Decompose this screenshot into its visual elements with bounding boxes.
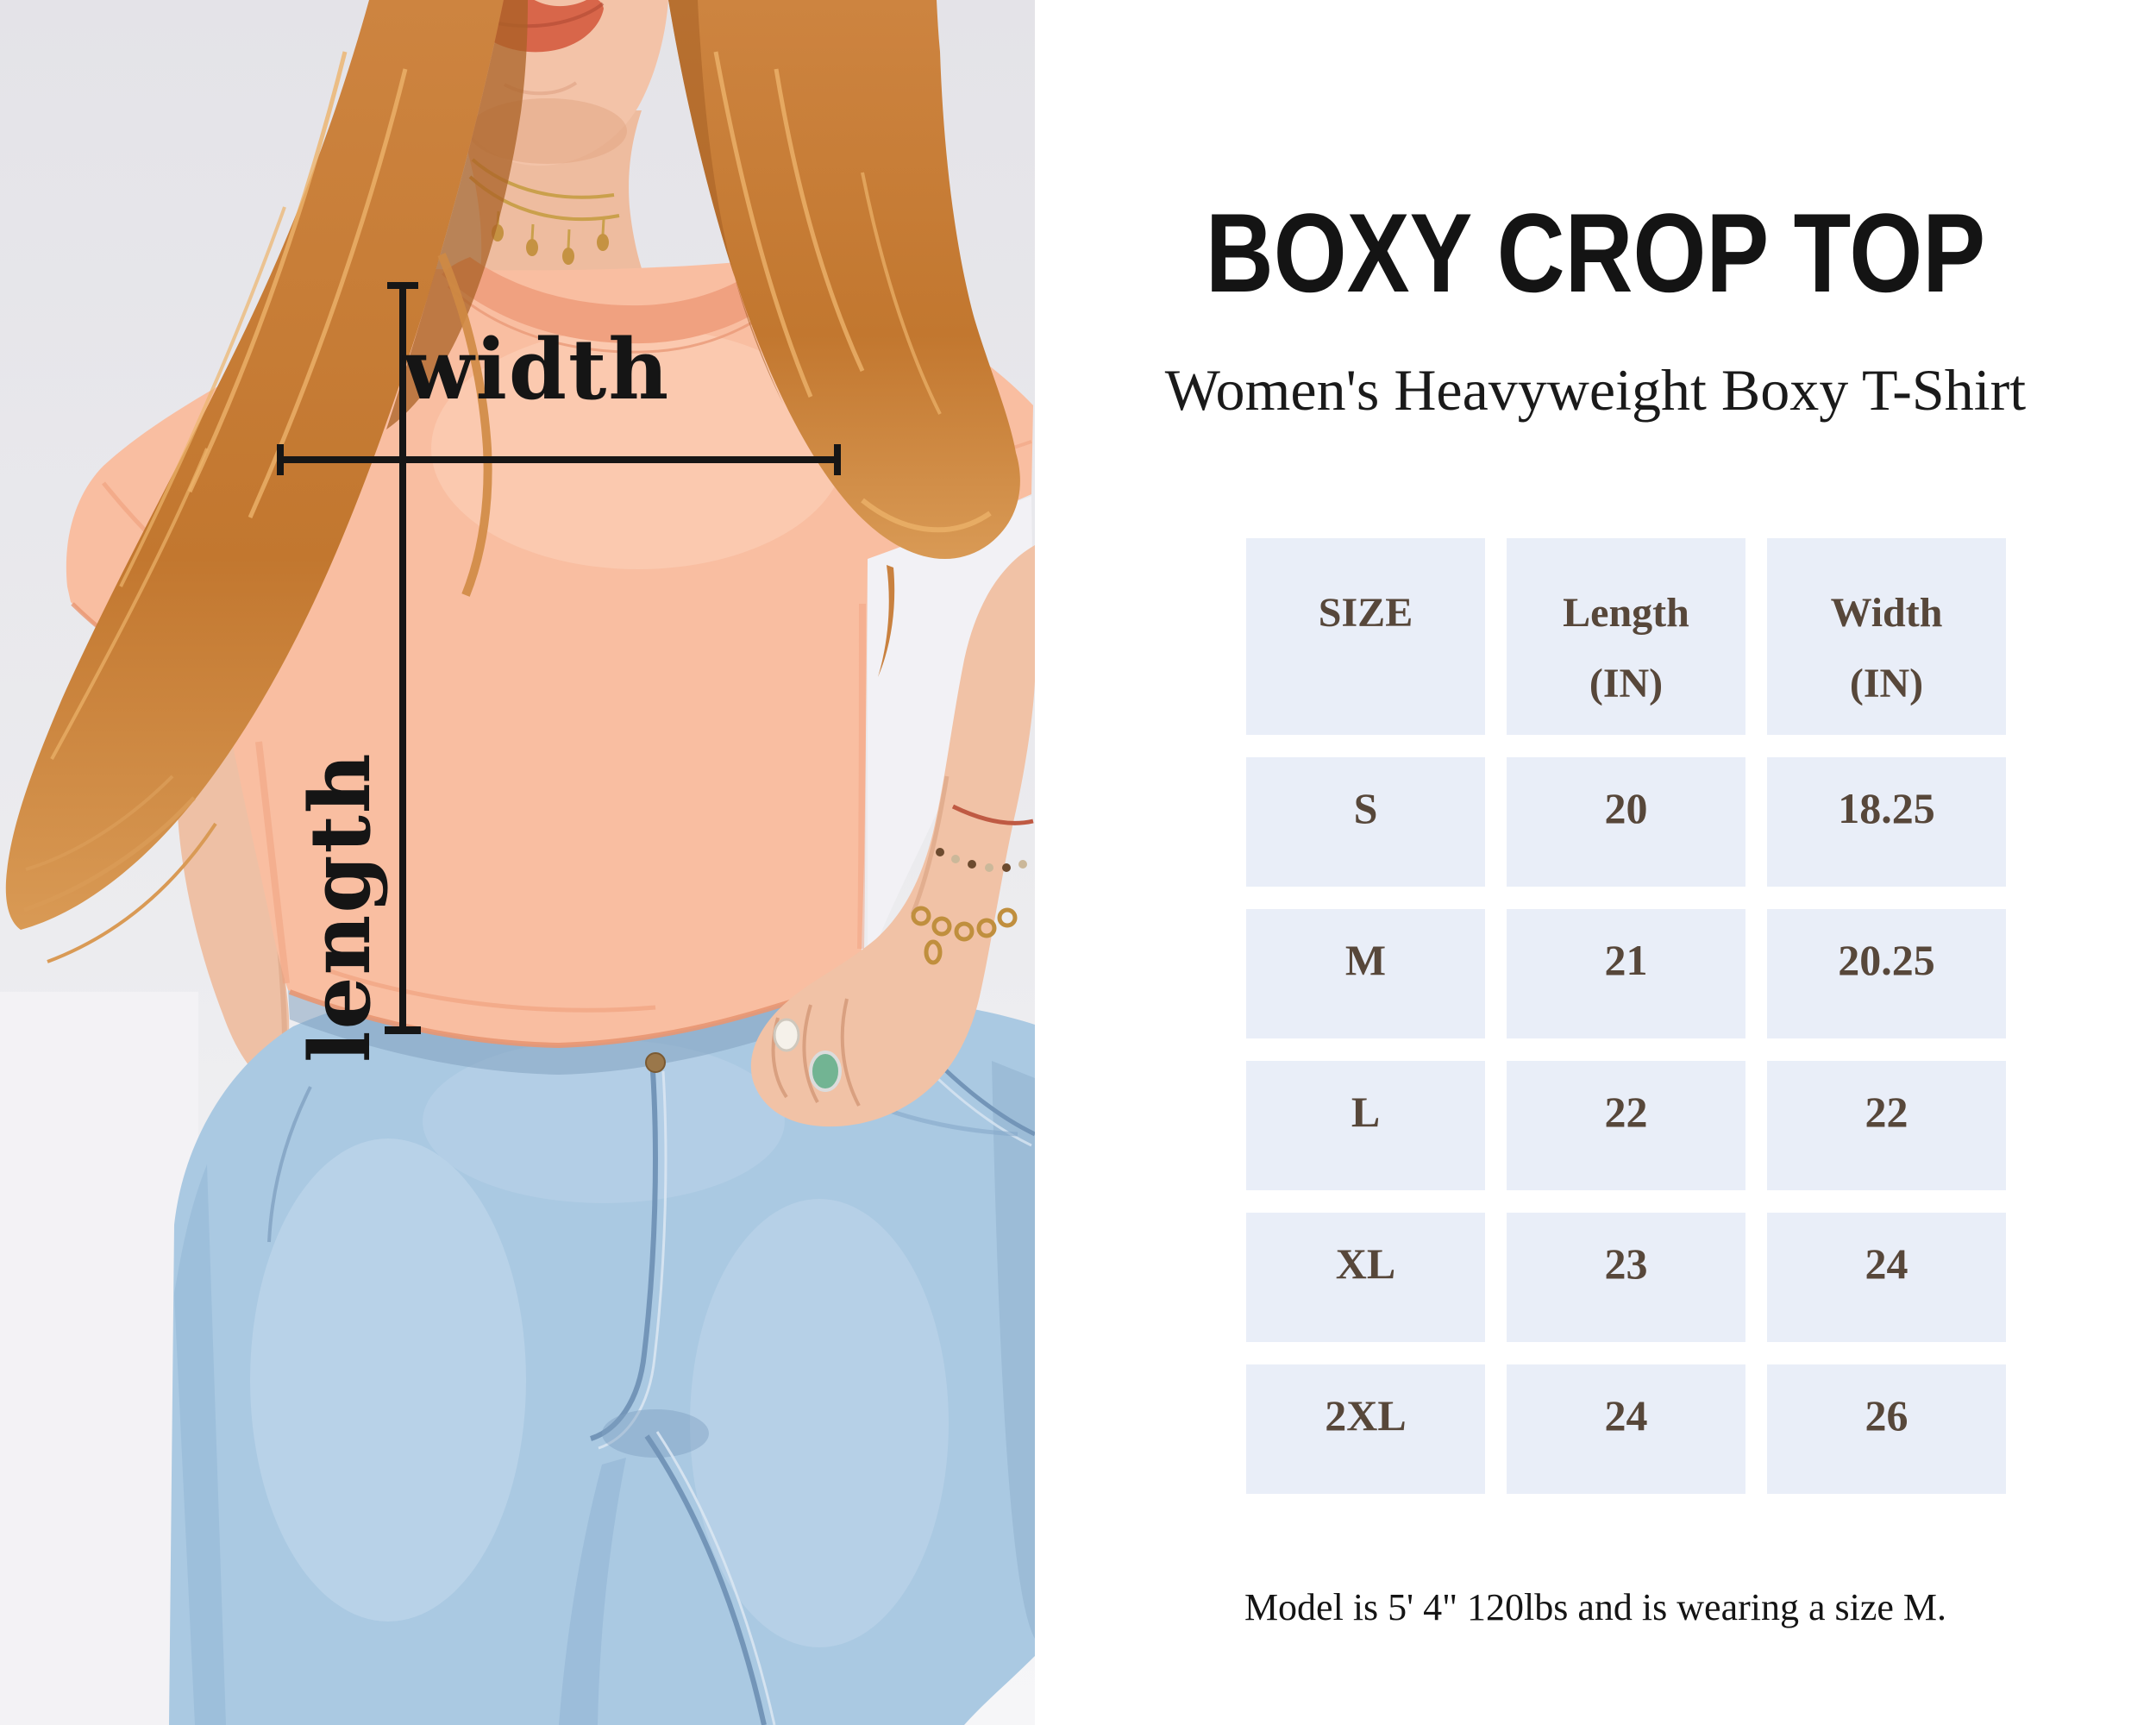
width-label: width xyxy=(402,321,670,418)
wall-left xyxy=(0,992,198,1725)
column-unit: (IN) xyxy=(1589,660,1664,706)
table-cell-size: M xyxy=(1246,909,1485,1038)
length-measure-line xyxy=(385,282,421,1034)
column-unit: (IN) xyxy=(1849,660,1924,706)
rings xyxy=(773,1018,842,1092)
jeans xyxy=(169,976,1035,1725)
model-photo: width length xyxy=(0,0,1035,1725)
model-illustration: width length xyxy=(0,0,1035,1725)
table-cell-width: 26 xyxy=(1767,1364,2006,1494)
measurement-annotations: width length xyxy=(277,282,841,1063)
table-cell-length: 20 xyxy=(1507,757,1745,887)
model-note: Model is 5' 4" 120lbs and is wearing a s… xyxy=(1244,1586,1947,1628)
page-title: BOXY CROP TOP xyxy=(1205,190,1986,316)
table-cell-width: 22 xyxy=(1767,1061,2006,1190)
table-cell-width: 18.25 xyxy=(1767,757,2006,887)
hair xyxy=(5,0,1020,963)
column-header-width: Width (IN) xyxy=(1767,538,2006,735)
column-label: SIZE xyxy=(1318,590,1413,636)
bracelets xyxy=(911,804,1034,965)
table-cell-width: 20.25 xyxy=(1767,909,2006,1038)
table-cell-size: 2XL xyxy=(1246,1364,1485,1494)
column-label: Length xyxy=(1563,590,1689,636)
info-panel: BOXY CROP TOP Women's Heavyweight Boxy T… xyxy=(1035,0,2156,1725)
column-label: Width xyxy=(1830,590,1943,636)
table-cell-size: S xyxy=(1246,757,1485,887)
column-header-length: Length (IN) xyxy=(1507,538,1745,735)
table-cell-length: 23 xyxy=(1507,1213,1745,1342)
table-cell-size: L xyxy=(1246,1061,1485,1190)
size-table: SIZE Length (IN) Width (IN) S 20 18.25 M… xyxy=(1246,538,2006,1494)
table-cell-width: 24 xyxy=(1767,1213,2006,1342)
right-arm-hand xyxy=(750,545,1035,1127)
table-cell-length: 22 xyxy=(1507,1061,1745,1190)
table-cell-length: 21 xyxy=(1507,909,1745,1038)
subtitle: Women's Heavyweight Boxy T-Shirt xyxy=(1164,357,2027,423)
table-cell-length: 24 xyxy=(1507,1364,1745,1494)
table-cell-size: XL xyxy=(1246,1213,1485,1342)
length-label: length xyxy=(291,751,389,1063)
width-measure-line xyxy=(277,444,841,475)
column-header-size: SIZE xyxy=(1246,538,1485,735)
